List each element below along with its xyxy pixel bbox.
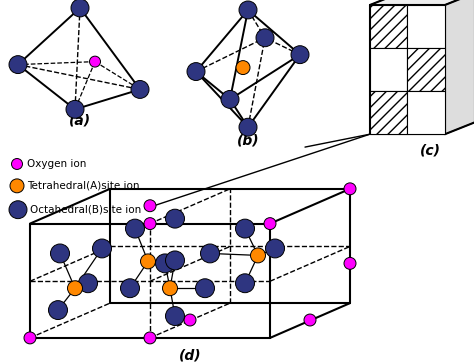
Circle shape	[144, 218, 156, 229]
Circle shape	[239, 118, 257, 136]
Text: (d): (d)	[179, 349, 201, 363]
Polygon shape	[370, 48, 408, 91]
Polygon shape	[370, 5, 408, 48]
Polygon shape	[445, 0, 474, 134]
Circle shape	[236, 219, 255, 238]
Circle shape	[165, 307, 184, 326]
Circle shape	[126, 219, 145, 238]
Circle shape	[195, 279, 215, 298]
Text: (b): (b)	[237, 133, 259, 147]
Circle shape	[239, 1, 257, 19]
Circle shape	[291, 46, 309, 64]
Circle shape	[304, 314, 316, 326]
Circle shape	[71, 0, 89, 17]
Polygon shape	[408, 5, 445, 48]
Text: Octahedral(B)site ion: Octahedral(B)site ion	[30, 205, 141, 215]
Circle shape	[165, 251, 184, 270]
Circle shape	[236, 274, 255, 293]
Circle shape	[66, 101, 84, 118]
Circle shape	[236, 61, 250, 74]
Circle shape	[10, 179, 24, 193]
Text: (c): (c)	[419, 143, 440, 157]
Circle shape	[51, 244, 70, 263]
Circle shape	[120, 279, 139, 298]
Circle shape	[265, 239, 284, 258]
Polygon shape	[370, 91, 408, 134]
Polygon shape	[408, 91, 445, 134]
Circle shape	[250, 248, 265, 263]
Circle shape	[155, 254, 174, 273]
Circle shape	[144, 200, 156, 212]
Circle shape	[9, 201, 27, 219]
Circle shape	[79, 274, 98, 293]
Circle shape	[184, 314, 196, 326]
Circle shape	[221, 90, 239, 108]
Circle shape	[48, 301, 67, 319]
Text: Tetrahedral(A)site ion: Tetrahedral(A)site ion	[27, 181, 139, 191]
Circle shape	[24, 332, 36, 344]
Circle shape	[144, 332, 156, 344]
Circle shape	[163, 281, 177, 296]
Circle shape	[201, 244, 219, 263]
Circle shape	[187, 62, 205, 81]
Circle shape	[140, 254, 155, 269]
Circle shape	[11, 159, 22, 170]
Polygon shape	[370, 0, 474, 5]
Circle shape	[92, 239, 111, 258]
Circle shape	[344, 183, 356, 195]
Circle shape	[131, 81, 149, 98]
Polygon shape	[408, 48, 445, 91]
Circle shape	[9, 56, 27, 74]
Circle shape	[256, 29, 274, 47]
Circle shape	[90, 56, 100, 67]
Circle shape	[264, 218, 276, 229]
Text: (a): (a)	[69, 113, 91, 127]
Circle shape	[344, 257, 356, 269]
Circle shape	[165, 209, 184, 228]
Circle shape	[67, 281, 82, 296]
Text: Oxygen ion: Oxygen ion	[27, 159, 86, 169]
